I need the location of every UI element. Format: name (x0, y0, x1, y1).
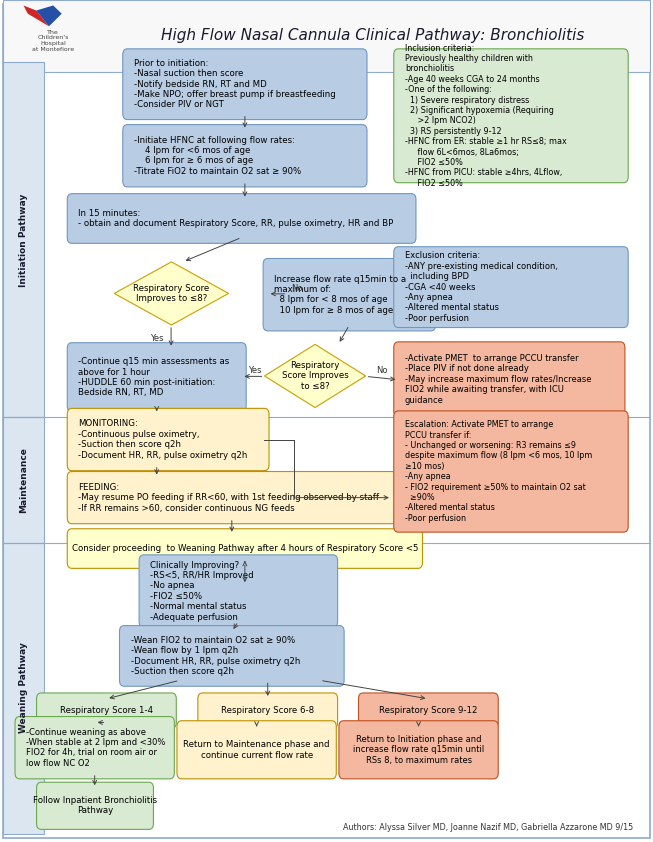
FancyBboxPatch shape (67, 472, 396, 524)
Text: Weaning Pathway: Weaning Pathway (19, 642, 28, 733)
FancyBboxPatch shape (3, 0, 650, 72)
FancyBboxPatch shape (358, 693, 498, 728)
FancyBboxPatch shape (3, 417, 44, 543)
Text: Return to Maintenance phase and
continue current flow rate: Return to Maintenance phase and continue… (183, 740, 330, 759)
Text: Yes: Yes (248, 366, 261, 375)
Text: Consider proceeding  to Weaning Pathway after 4 hours of Respiratory Score <5: Consider proceeding to Weaning Pathway a… (72, 544, 418, 553)
Text: -Continue q15 min assessments as
above for 1 hour
-HUDDLE 60 min post-initiation: -Continue q15 min assessments as above f… (78, 357, 230, 397)
Text: -Wean FIO2 to maintain O2 sat ≥ 90%
-Wean flow by 1 lpm q2h
-Document HR, RR, pu: -Wean FIO2 to maintain O2 sat ≥ 90% -Wea… (131, 636, 300, 676)
Text: Respiratory
Score Improves
to ≤8?: Respiratory Score Improves to ≤8? (281, 361, 349, 391)
Text: Respiratory Score
Improves to ≤8?: Respiratory Score Improves to ≤8? (133, 284, 210, 303)
FancyBboxPatch shape (67, 194, 416, 243)
Text: Prior to initiation:
-Nasal suction then score
-Notify bedside RN, RT and MD
-Ma: Prior to initiation: -Nasal suction then… (134, 59, 336, 109)
FancyBboxPatch shape (394, 411, 628, 532)
Text: Yes: Yes (150, 334, 163, 343)
Text: Increase flow rate q15min to a
maximum of:
  8 lpm for < 8 mos of age
  10 lpm f: Increase flow rate q15min to a maximum o… (274, 274, 406, 315)
Text: Clinically Improving?
-RS<5, RR/HR Improved
-No apnea
-FIO2 ≤50%
-Normal mental : Clinically Improving? -RS<5, RR/HR Impro… (150, 561, 254, 621)
Text: Exclusion criteria:
-ANY pre-existing medical condition,
  including BPD
-CGA <4: Exclusion criteria: -ANY pre-existing me… (405, 252, 558, 322)
FancyBboxPatch shape (119, 626, 344, 686)
FancyBboxPatch shape (394, 342, 625, 417)
Text: No: No (376, 366, 388, 375)
FancyBboxPatch shape (37, 782, 153, 829)
Text: Inclusion criteria:
Previously healthy children with
bronchiolitis
-Age 40 weeks: Inclusion criteria: Previously healthy c… (405, 44, 567, 188)
Text: No: No (291, 285, 302, 293)
FancyBboxPatch shape (263, 258, 436, 331)
FancyBboxPatch shape (339, 721, 498, 779)
FancyBboxPatch shape (198, 693, 338, 728)
Polygon shape (114, 262, 229, 325)
Text: High Flow Nasal Cannula Clinical Pathway: Bronchiolitis: High Flow Nasal Cannula Clinical Pathway… (161, 29, 584, 43)
FancyBboxPatch shape (67, 529, 422, 568)
FancyBboxPatch shape (67, 408, 269, 471)
FancyBboxPatch shape (3, 4, 650, 838)
FancyBboxPatch shape (394, 247, 628, 328)
FancyBboxPatch shape (3, 543, 44, 834)
Text: -Activate PMET  to arrange PCCU transfer
-Place PIV if not done already
-May inc: -Activate PMET to arrange PCCU transfer … (405, 354, 592, 405)
FancyBboxPatch shape (67, 343, 246, 412)
Text: Escalation: Activate PMET to arrange
PCCU transfer if:
- Unchanged or worsening:: Escalation: Activate PMET to arrange PCC… (405, 420, 592, 523)
Polygon shape (36, 5, 61, 26)
Text: FEEDING:
-May resume PO feeding if RR<60, with 1st feeding observed by staff
-If: FEEDING: -May resume PO feeding if RR<60… (78, 482, 379, 513)
FancyBboxPatch shape (394, 49, 628, 183)
Text: Initiation Pathway: Initiation Pathway (19, 194, 28, 286)
Text: In 15 minutes:
- obtain and document Respiratory Score, RR, pulse oximetry, HR a: In 15 minutes: - obtain and document Res… (78, 209, 394, 228)
Polygon shape (24, 5, 49, 26)
FancyBboxPatch shape (139, 555, 338, 627)
Polygon shape (264, 344, 366, 408)
Text: Authors: Alyssa Silver MD, Joanne Nazif MD, Gabriella Azzarone MD 9/15: Authors: Alyssa Silver MD, Joanne Nazif … (343, 823, 633, 832)
Text: Return to Initiation phase and
increase flow rate q15min until
RSs 8, to maximum: Return to Initiation phase and increase … (353, 735, 484, 765)
Text: Maintenance: Maintenance (19, 447, 28, 513)
Text: MONITORING:
-Continuous pulse oximetry,
-Suction then score q2h
-Document HR, RR: MONITORING: -Continuous pulse oximetry, … (78, 419, 247, 460)
Text: -Initiate HFNC at following flow rates:
    4 lpm for <6 mos of age
    6 lpm fo: -Initiate HFNC at following flow rates: … (134, 136, 301, 176)
Text: Respiratory Score 6-8: Respiratory Score 6-8 (221, 706, 314, 715)
Text: Respiratory Score 1-4: Respiratory Score 1-4 (60, 706, 153, 715)
FancyBboxPatch shape (37, 693, 176, 728)
FancyBboxPatch shape (123, 125, 367, 187)
Text: Respiratory Score 9-12: Respiratory Score 9-12 (379, 706, 477, 715)
FancyBboxPatch shape (3, 62, 44, 417)
FancyBboxPatch shape (123, 49, 367, 120)
Text: Follow Inpatient Bronchiolitis
Pathway: Follow Inpatient Bronchiolitis Pathway (33, 796, 157, 816)
FancyBboxPatch shape (177, 721, 336, 779)
FancyBboxPatch shape (15, 717, 174, 779)
Text: The
Children's
Hospital
at Montefiore: The Children's Hospital at Montefiore (32, 29, 74, 52)
Text: -Continue weaning as above
-When stable at 2 lpm and <30%
FIO2 for 4h, trial on : -Continue weaning as above -When stable … (26, 727, 165, 768)
